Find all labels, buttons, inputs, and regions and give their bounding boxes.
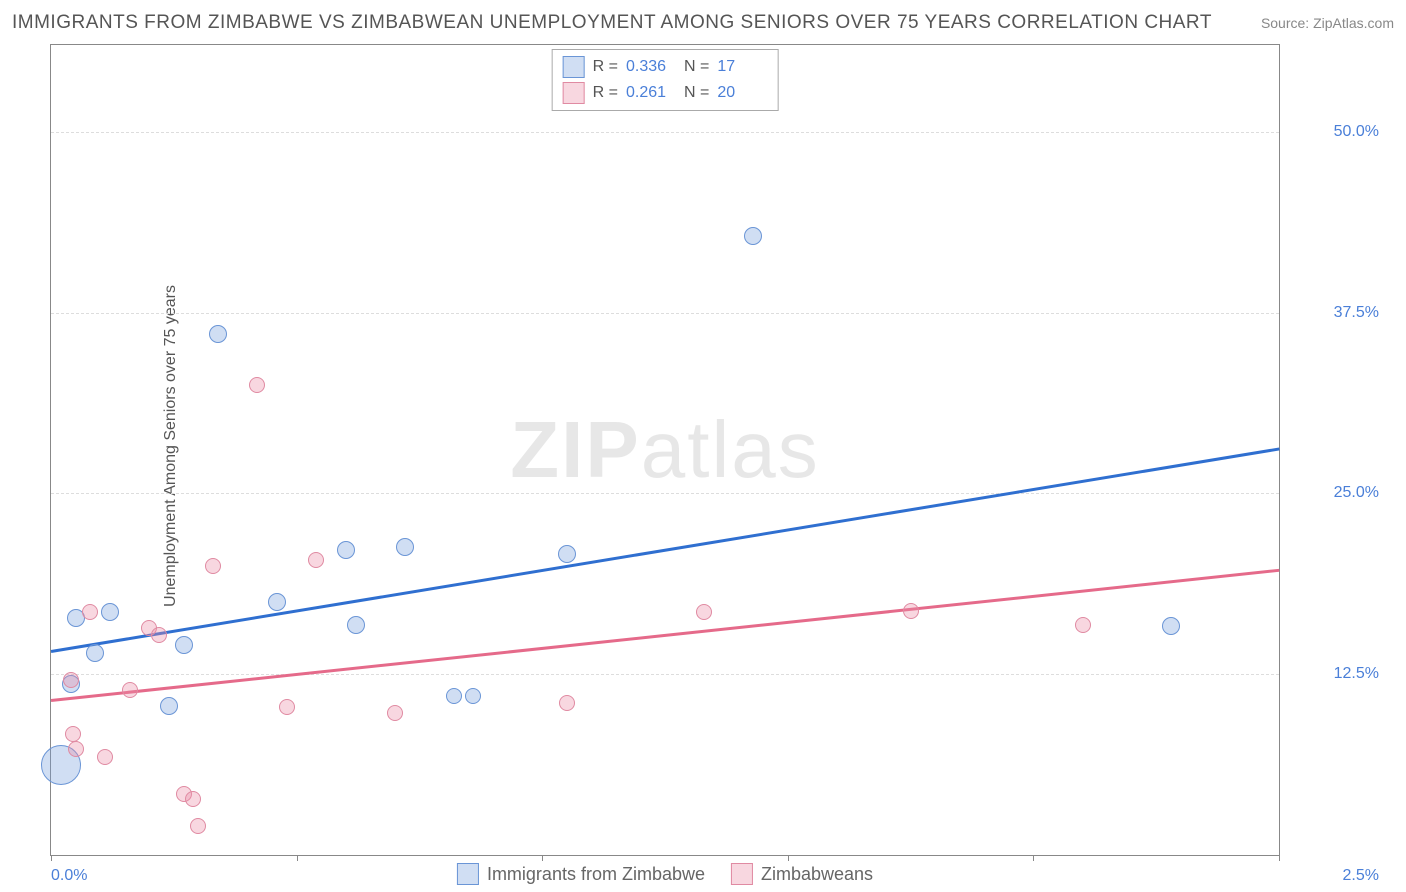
legend-swatch [563,56,585,78]
data-point [97,749,113,765]
data-point [185,791,201,807]
data-point [190,818,206,834]
legend-r-label: R = [593,58,618,76]
trend-line [51,569,1279,702]
data-point [65,726,81,742]
trend-line [51,447,1279,652]
y-tick-label: 25.0% [1289,484,1379,502]
y-tick-label: 12.5% [1289,665,1379,683]
data-point [308,552,324,568]
plot-area: ZIPatlas R =0.336N =17R =0.261N =20 Immi… [50,44,1280,856]
series-legend: Immigrants from Zimbabwe Zimbabweans [457,863,873,885]
plot-wrap: ZIPatlas R =0.336N =17R =0.261N =20 Immi… [50,44,1390,856]
gridline [51,674,1279,675]
data-point [209,325,227,343]
data-point [347,616,365,634]
legend-swatch [563,82,585,104]
data-point [446,688,462,704]
data-point [279,699,295,715]
source-attribution: Source: ZipAtlas.com [1261,15,1394,31]
correlation-legend: R = 0.336 N = 17 R = 0.261 N = 20 [552,49,779,111]
data-point [696,604,712,620]
x-axis-max-label: 2.5% [1289,867,1379,885]
data-point [465,688,481,704]
data-point [744,227,762,245]
data-point [903,603,919,619]
data-point [86,644,104,662]
data-point [558,545,576,563]
legend-r-label: R = [593,84,618,102]
legend-stat-row: R = 0.261 N = 20 [563,80,768,106]
data-point [63,672,79,688]
data-point [205,558,221,574]
y-tick-label: 50.0% [1289,123,1379,141]
data-point [122,682,138,698]
legend-label: Zimbabweans [761,864,873,885]
watermark-light: atlas [641,405,820,494]
legend-label: Immigrants from Zimbabwe [487,864,705,885]
title-bar: IMMIGRANTS FROM ZIMBABWE VS ZIMBABWEAN U… [12,12,1394,34]
watermark-bold: ZIP [510,405,640,494]
data-point [337,541,355,559]
legend-n-value: 20 [717,84,767,102]
legend-r-value: 0.261 [626,84,676,102]
x-tick [297,855,298,861]
data-point [559,695,575,711]
legend-n-label: N = [684,58,709,76]
legend-item: Zimbabweans [731,863,873,885]
legend-swatch [457,863,479,885]
gridline [51,132,1279,133]
y-tick-label: 37.5% [1289,304,1379,322]
watermark: ZIPatlas [510,404,819,496]
data-point [1162,617,1180,635]
legend-swatch [731,863,753,885]
data-point [396,538,414,556]
x-tick [51,855,52,861]
x-tick [1279,855,1280,861]
x-tick [788,855,789,861]
data-point [249,377,265,393]
data-point [175,636,193,654]
gridline [51,493,1279,494]
data-point [1075,617,1091,633]
legend-n-label: N = [684,84,709,102]
data-point [151,627,167,643]
data-point [68,741,84,757]
gridline [51,313,1279,314]
data-point [160,697,178,715]
legend-stat-row: R = 0.336 N = 17 [563,54,768,80]
data-point [82,604,98,620]
x-axis-min-label: 0.0% [51,867,87,885]
data-point [101,603,119,621]
legend-r-value: 0.336 [626,58,676,76]
chart-title: IMMIGRANTS FROM ZIMBABWE VS ZIMBABWEAN U… [12,12,1212,34]
legend-item: Immigrants from Zimbabwe [457,863,705,885]
x-tick [1033,855,1034,861]
legend-n-value: 17 [717,58,767,76]
data-point [268,593,286,611]
x-tick [542,855,543,861]
data-point [387,705,403,721]
